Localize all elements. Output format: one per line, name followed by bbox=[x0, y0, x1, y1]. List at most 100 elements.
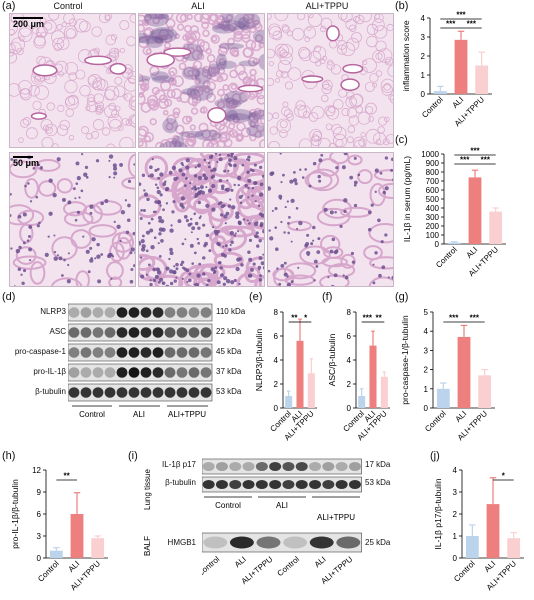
chart-f-ytick: 6 bbox=[347, 332, 352, 341]
blot-i-p17-strip bbox=[202, 458, 362, 475]
blot-d-procasp1-band bbox=[188, 347, 200, 358]
chart-h-ytick: 12 bbox=[32, 466, 41, 475]
chart-j-bar-0 bbox=[465, 536, 479, 558]
blot-d-procasp1-band bbox=[104, 347, 116, 358]
chart-f-ytick: 0 bbox=[347, 404, 352, 413]
blot-i-p17-band bbox=[229, 461, 242, 472]
blot-i-label-tubulin: β-tubulin bbox=[165, 478, 196, 487]
blot-d-asc-band bbox=[164, 327, 176, 338]
blot-d-nlrp3-band bbox=[200, 307, 212, 318]
blot-d-proil1b-band bbox=[188, 367, 200, 378]
chart-b-category-1: ALI bbox=[451, 95, 466, 110]
chart-j-ytick: 0 bbox=[453, 554, 458, 563]
blot-i-p17-band bbox=[255, 461, 268, 472]
blot-d-group-ali: ALI bbox=[133, 410, 145, 419]
blot-d-nlrp3-band bbox=[188, 307, 200, 318]
chart-f-ytick: 4 bbox=[347, 356, 352, 365]
chart-g-ytick: 4 bbox=[424, 327, 429, 336]
blot-d-proil1b-band bbox=[92, 367, 104, 378]
blot-d-asc-strip bbox=[68, 323, 213, 342]
blot-d-asc-band bbox=[80, 327, 92, 338]
histology-col-ali: ALI bbox=[191, 1, 205, 11]
blot-i-hmgb1-band bbox=[336, 536, 361, 549]
blot-d-label-nlrp3: NLRP3 bbox=[40, 307, 66, 316]
blot-i-tubulin-band bbox=[215, 479, 228, 490]
blot-d-procasp1-band bbox=[200, 347, 212, 358]
blot-d-procasp1-band bbox=[164, 347, 176, 358]
blot-i-group-tppu: ALI+TPPU bbox=[317, 513, 355, 522]
chart-h-sig-label-0: ** bbox=[64, 472, 71, 481]
chart-e-sig-label-0: ** bbox=[291, 314, 298, 323]
panel-letter-i: (i) bbox=[128, 450, 138, 462]
chart-c-ytick: 100 bbox=[426, 231, 440, 240]
chart-h-bar-0 bbox=[49, 550, 63, 558]
blot-d-proil1b-band bbox=[68, 367, 80, 378]
blot-d-nlrp3-band bbox=[104, 307, 116, 318]
chart-b-ylabel: inflammation score bbox=[401, 20, 411, 92]
chart-c-ytick: 1000 bbox=[421, 150, 439, 159]
blot-d-asc-band bbox=[92, 327, 104, 338]
blot-d-procasp1-band bbox=[176, 347, 188, 358]
chart-b-ytick: 0 bbox=[421, 90, 426, 99]
blot-i-balf-text: BALF bbox=[143, 536, 152, 556]
histology-ali-low bbox=[138, 13, 265, 148]
blot-i-balf-bands bbox=[202, 532, 362, 553]
blot-d-proil1b-band bbox=[116, 367, 128, 378]
chart-h-bar-1 bbox=[70, 514, 84, 558]
chart-c-ytick: 200 bbox=[426, 222, 440, 231]
chart-j-bar-2 bbox=[507, 538, 521, 558]
chart-h-category-1: ALI bbox=[67, 559, 82, 574]
blot-d-procasp1-band bbox=[140, 347, 152, 358]
chart-c-sig-label-0: *** bbox=[460, 156, 470, 165]
blot-i-balf-lane-4: ALI bbox=[313, 556, 328, 569]
blot-d-proil1b-band bbox=[152, 367, 164, 378]
blot-d-kda-nlrp3: 110 kDa bbox=[216, 307, 246, 316]
chart-c-ytick: 900 bbox=[426, 159, 440, 168]
blot-d: NLRP3 ASC pro-caspase-1 pro-IL-1β β-tubu… bbox=[6, 303, 246, 448]
histology-tppu-high bbox=[267, 152, 394, 287]
blot-i-hmgb1-band bbox=[203, 536, 228, 549]
histology-tppu-low bbox=[267, 13, 394, 148]
chart-e-bar-2 bbox=[307, 373, 315, 408]
blot-i-p17-band bbox=[202, 461, 215, 472]
blot-i-kda-tubulin: 53 kDa bbox=[365, 478, 391, 487]
chart-h-ytick: 9 bbox=[37, 488, 42, 497]
chart-b-ytick: 3 bbox=[421, 33, 426, 42]
chart-e-bar-0 bbox=[285, 396, 293, 408]
blot-i-hmgb1-band bbox=[283, 536, 308, 549]
panel-letter-e: (e) bbox=[249, 291, 263, 303]
blot-d-nlrp3-band bbox=[152, 307, 164, 318]
panel-letter-d: (d) bbox=[2, 291, 16, 303]
chart-j-ytick: 2 bbox=[453, 510, 458, 519]
chart-h-ytick: 3 bbox=[37, 532, 42, 541]
blot-d-nlrp3-strip bbox=[68, 303, 213, 322]
blot-d-proil1b-band bbox=[104, 367, 116, 378]
chart-f-bar-1 bbox=[369, 345, 377, 408]
chart-e-ytick: 8 bbox=[274, 308, 279, 317]
blot-i-balf-lane-1: ALI bbox=[233, 556, 248, 569]
blot-d-nlrp3-band bbox=[116, 307, 128, 318]
blot-d-tubulin-band bbox=[68, 387, 80, 398]
blot-i-tubulin-band bbox=[269, 479, 282, 490]
panel-letter-a: (a) bbox=[2, 0, 16, 12]
chart-f-bar-2 bbox=[380, 376, 388, 408]
blot-d-tubulin-band bbox=[176, 387, 188, 398]
chart-f-sig-label-1: ** bbox=[376, 314, 383, 323]
blot-i-balf-lane-0: Control bbox=[202, 556, 221, 578]
chart-e-sig-label-1: * bbox=[304, 314, 308, 323]
blot-i-balf-lane-3: Control bbox=[276, 556, 302, 578]
panel-letter-h: (h) bbox=[2, 450, 16, 462]
blot-d-asc-band bbox=[140, 327, 152, 338]
scale-bar-200: 200 μm bbox=[13, 17, 44, 29]
chart-e-ytick: 4 bbox=[274, 356, 279, 365]
blot-d-tubulin-band bbox=[188, 387, 200, 398]
blot-i-tubulin-band bbox=[295, 479, 308, 490]
blot-d-proil1b-band bbox=[128, 367, 140, 378]
blot-d-procasp1-band bbox=[80, 347, 92, 358]
chart-h-bar-2 bbox=[91, 538, 105, 558]
chart-b-sig-label-0: *** bbox=[446, 20, 456, 29]
